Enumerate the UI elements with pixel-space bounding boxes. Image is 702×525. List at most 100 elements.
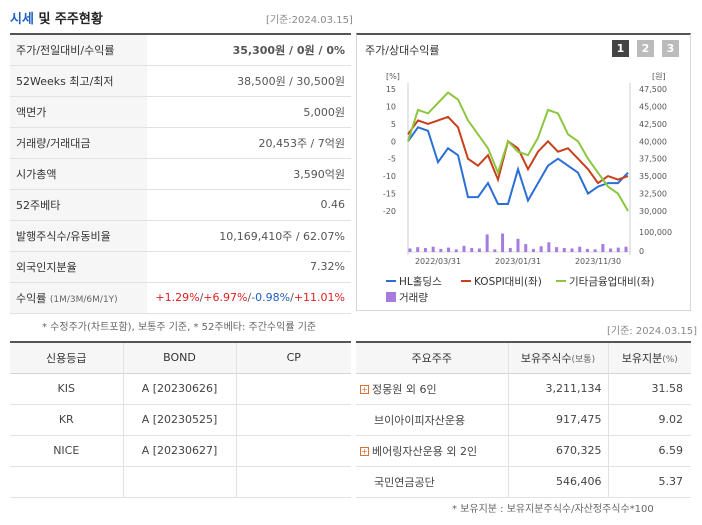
volume-bar [555,247,559,252]
expand-plus-icon[interactable]: + [360,447,369,456]
holder-pct: 6.59 [607,435,691,467]
volume-bar [585,248,589,252]
credit-bond: A [20230627] [122,435,236,467]
holder-row: 브이아이피자산운용 917,475 9.02 [356,404,691,436]
volume-bar [470,248,474,252]
volume-bar [416,247,420,252]
volume-tick-label: 0 [639,247,644,256]
info-label: 발행주식수/유동비율 [10,220,147,252]
volume-bar [601,244,605,252]
info-row: 외국인지분율 7.32% [10,251,351,283]
holder-pct: 31.58 [607,373,691,405]
holder-row: + 정몽원 외 6인 3,211,134 31.58 [356,373,691,405]
section-title: 시세 및 주주현황 [10,12,103,27]
holder-pct: 5.37 [607,466,691,498]
volume-bar [616,247,620,252]
chart-panel [356,33,691,311]
right-tick-label: 42,500 [639,120,667,129]
legend-label: HL홀딩스 [399,275,442,288]
info-label: 외국인지분율 [10,251,147,283]
volume-tick-label: 100,000 [639,228,672,237]
expand-plus-icon[interactable]: + [360,385,369,394]
return-6m: -0.98% [251,291,291,304]
volume-bar [539,246,543,252]
volume-bar [516,238,520,252]
x-tick-label: 2023/01/31 [495,257,541,266]
series-line-1 [407,126,629,205]
note-holding-definition: * 보유지분 : 보유지분주식수/자산정주식수*100 [452,504,654,515]
left-tick-label: 0 [391,137,396,146]
credit-row [10,466,351,498]
info-row: 52주베타 0.46 [10,189,351,221]
info-label: 거래량/거래대금 [10,127,147,159]
volume-bar [485,234,489,252]
info-value: 10,169,410주 / 62.07% [147,220,351,252]
return-3m: +6.97% [203,291,248,304]
credit-bond [122,466,236,498]
chart-tab-2[interactable]: 2 [637,40,654,57]
info-row: 발행주식수/유동비율 10,169,410주 / 62.07% [10,220,351,252]
credit-header-cp: CP [235,341,351,374]
x-tick-label: 2022/03/31 [415,257,461,266]
legend-label: KOSPI대비(좌) [474,276,542,288]
left-unit: [%] [386,72,400,81]
credit-cp [235,373,351,405]
credit-cp [235,466,351,498]
right-tick-label: 47,500 [639,85,667,94]
info-row: 액면가 5,000원 [10,96,351,128]
volume-bar [423,248,427,252]
volume-bar [454,249,458,252]
chart-tab-1[interactable]: 1 [612,40,629,57]
volume-bar [462,245,466,252]
holder-name: + 정몽원 외 6인 [356,373,508,405]
credit-agency: KR [10,404,123,436]
price-info-table: 주가/전일대비/수익률 35,300원 / 0원 / 0% 52Weeks 최고/최… [10,33,351,314]
credit-agency [10,466,123,498]
right-tick-label: 45,000 [639,102,667,111]
info-value: 7.32% [147,251,351,283]
credit-agency: KIS [10,373,123,405]
volume-bar [431,246,435,252]
holder-name: + 베어링자산운용 외 2인 [356,435,508,467]
chart-title: 주가/상대수익률 [365,44,440,57]
volume-bar [477,248,481,252]
volume-bar [570,248,574,252]
holder-name: 브이아이피자산운용 [356,404,508,436]
left-tick-label: -15 [383,190,396,199]
info-value: 38,500원 / 30,500원 [147,65,351,97]
legend-swatch [386,292,396,302]
volume-bar [531,248,535,252]
info-value: 20,453주 / 7억원 [147,127,351,159]
holder-header-shares: 보유주식수(보통) [507,341,608,374]
volume-bar [609,248,613,252]
base-date-2: [기준: 2024.03.15] [607,326,698,337]
series-line-3 [407,91,629,212]
info-value: 5,000원 [147,96,351,128]
x-tick-label: 2023/11/30 [575,257,621,266]
holder-name: 국민연금공단 [356,466,508,498]
credit-header-bond: BOND [122,341,236,374]
credit-bond: A [20230626] [122,373,236,405]
return-1m: +1.29% [155,291,200,304]
left-tick-label: 15 [386,85,396,94]
info-row: 시가총액 3,590억원 [10,158,351,190]
note-price-basis: * 수정주가(차트포함), 보통주 기준, * 52주베타: 주간수익률 기준 [42,322,317,333]
info-value: 3,590억원 [147,158,351,190]
left-tick-label: -10 [383,172,396,181]
volume-bar [547,242,551,252]
right-tick-label: 37,500 [639,155,667,164]
credit-row: KIS A [20230626] [10,373,351,405]
left-tick-label: 5 [391,120,396,129]
holder-header-name: 주요주주 [356,341,508,374]
right-tick-label: 35,000 [639,172,667,181]
credit-cp [235,435,351,467]
chart-tab-3[interactable]: 3 [662,40,679,57]
info-label: 액면가 [10,96,147,128]
return-1y: +11.01% [293,291,345,304]
holder-row: 국민연금공단 546,406 5.37 [356,466,691,498]
return-values: +1.29%/+6.97%/-0.98%/+11.01% [147,282,351,314]
info-row: 주가/전일대비/수익률 35,300원 / 0원 / 0% [10,33,351,66]
volume-bar [593,249,597,252]
holder-pct: 9.02 [607,404,691,436]
volume-bar [562,248,566,252]
